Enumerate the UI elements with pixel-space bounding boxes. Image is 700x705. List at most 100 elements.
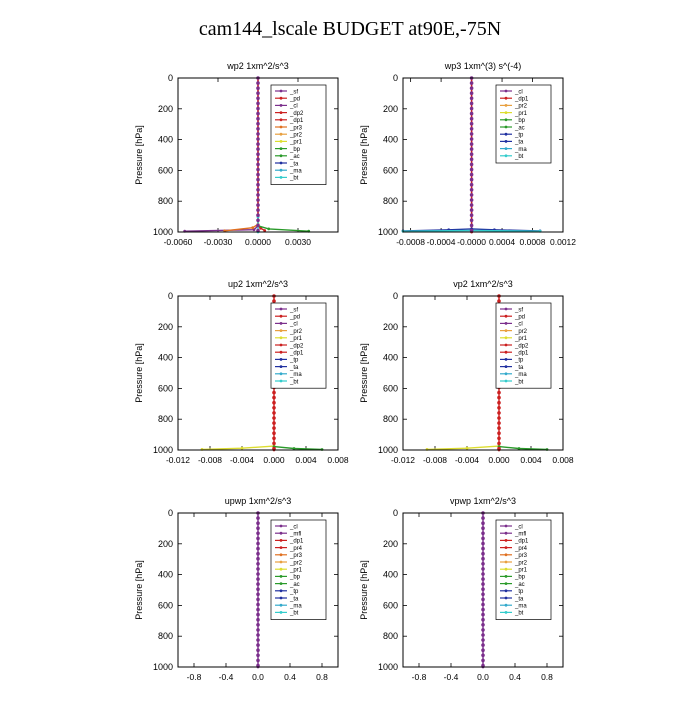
profile-marker (469, 223, 474, 228)
x-tick-label: 0.004 (295, 455, 317, 465)
legend-label: _ta (514, 140, 524, 146)
legend-label: _dp1 (289, 118, 304, 124)
profile-marker (256, 556, 260, 561)
profile-marker (469, 137, 474, 141)
y-tick-label: 400 (383, 353, 398, 363)
profile-marker (256, 551, 260, 556)
y-axis-label: Pressure [hPa] (134, 125, 144, 185)
x-tick-label: 0.004 (520, 455, 542, 465)
profile-marker (256, 633, 260, 637)
x-tick-label: -0.012 (166, 455, 190, 465)
profile-marker (256, 607, 260, 612)
legend-marker (279, 168, 283, 172)
profile-marker (256, 182, 260, 187)
series-point (251, 226, 255, 230)
legend-marker (504, 596, 508, 600)
y-tick-label: 200 (383, 104, 398, 114)
y-tick-label: 800 (158, 414, 173, 424)
profile-marker (256, 597, 260, 602)
profile-marker (497, 431, 501, 436)
legend-label: _pd (289, 97, 300, 103)
y-axis-label: Pressure [hPa] (359, 560, 369, 620)
x-tick-label: 0.4 (284, 672, 296, 682)
legend-label: _pr3 (289, 553, 303, 559)
plot-frame (177, 295, 339, 451)
legend-label: _bt (289, 379, 299, 385)
x-tick-label: -0.008 (423, 455, 447, 465)
x-tick-label: -0.0008 (396, 237, 425, 247)
profile-marker (481, 567, 485, 571)
profile-marker (481, 556, 485, 561)
profile-marker (481, 617, 485, 622)
legend-marker (279, 560, 283, 564)
profile-marker (469, 101, 474, 106)
profile-marker (469, 152, 474, 156)
legend-marker (279, 546, 283, 549)
legend-label: _pr2 (289, 329, 303, 335)
legend-marker (279, 147, 283, 151)
profile-marker (256, 567, 260, 571)
profile-marker (497, 411, 501, 415)
legend-label: _ma (289, 604, 302, 610)
profile-marker (497, 416, 501, 420)
legend-label: _cl (289, 322, 298, 328)
y-tick-label: 600 (383, 165, 398, 175)
legend-label: _ta (289, 596, 299, 602)
profile-marker (272, 436, 276, 441)
legend-marker (504, 539, 508, 542)
legend-marker (504, 314, 508, 318)
profile-marker (469, 193, 474, 197)
legend-label: _ta (514, 365, 524, 371)
profile-marker (481, 546, 485, 551)
profile-marker (256, 81, 260, 85)
legend-marker (279, 329, 283, 332)
y-tick-label: 0 (168, 291, 173, 301)
profile-marker (497, 441, 501, 446)
legend-marker (504, 329, 508, 332)
legend-label: _dp1 (514, 97, 529, 103)
profile-marker (256, 592, 260, 597)
profile-marker (272, 299, 276, 303)
profile-marker (481, 531, 485, 536)
legend-marker (504, 582, 508, 585)
legend-marker (504, 140, 508, 143)
series-point (465, 446, 469, 450)
profile-marker (481, 633, 485, 637)
y-tick-label: 0 (168, 73, 173, 83)
y-tick-label: 1000 (153, 445, 173, 455)
legend-label: _ta (289, 365, 299, 371)
legend-marker (279, 365, 283, 368)
profile-marker (256, 572, 260, 576)
profile-marker (256, 526, 260, 530)
legend-marker (504, 154, 508, 158)
chart-panel-5: upwp 1xm^2/s^3 Pressure [hPa] 0 200 400 600 80… (134, 496, 339, 682)
legend-label: _sf (514, 307, 523, 313)
legend-label: _pr1 (514, 336, 528, 342)
x-tick-label: -0.008 (198, 455, 222, 465)
legend-label: _ac (514, 582, 525, 588)
chart-title: wp2 1xm^2/s^3 (226, 61, 288, 71)
legend-marker (279, 603, 283, 607)
profile-marker (272, 421, 276, 425)
legend-marker (279, 89, 283, 93)
profile-marker (256, 531, 260, 536)
legend-marker (279, 582, 283, 585)
profile-marker (481, 551, 485, 556)
legend-label: _pr2 (514, 329, 528, 335)
legend-label: _bt (289, 176, 299, 182)
profile-marker (256, 602, 260, 607)
x-tick-label: -0.0030 (204, 237, 233, 247)
legend-marker (279, 524, 283, 528)
y-tick-label: 0 (393, 291, 398, 301)
x-tick-label: 0.008 (552, 455, 574, 465)
y-tick-label: 0 (393, 73, 398, 83)
x-tick-label: 0.0 (477, 672, 489, 682)
profile-marker (469, 167, 474, 172)
y-tick-label: 200 (158, 539, 173, 549)
y-tick-label: 200 (158, 104, 173, 114)
legend-label: _cl (289, 524, 298, 530)
series-line (426, 445, 500, 451)
profile-marker (256, 628, 260, 632)
profile-marker (481, 572, 485, 576)
x-tick-label: 0.0012 (550, 237, 576, 247)
